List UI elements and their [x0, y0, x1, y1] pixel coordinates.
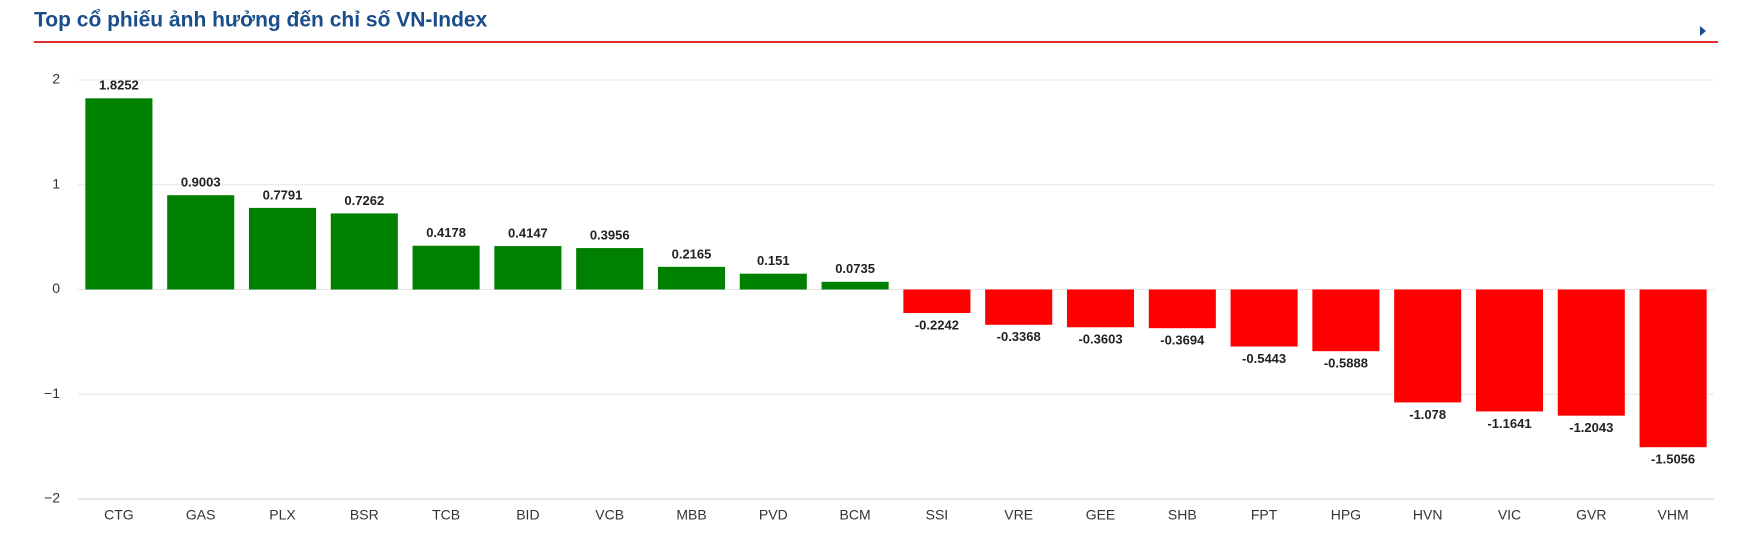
- bar: [167, 195, 235, 290]
- x-tick-label: VHM: [1658, 507, 1689, 523]
- x-tick-label: GEE: [1086, 507, 1116, 523]
- x-tick-label: BCM: [840, 507, 871, 523]
- x-tick-label: MBB: [676, 507, 706, 523]
- x-tick-label: BSR: [350, 507, 379, 523]
- value-label: -0.5443: [1242, 351, 1286, 366]
- value-label: 0.4147: [508, 225, 548, 240]
- value-label: 0.4178: [426, 225, 466, 240]
- y-tick-label: −1: [44, 385, 60, 401]
- y-tick-label: 0: [52, 280, 60, 296]
- bar: [1475, 289, 1544, 412]
- value-label: -1.1641: [1487, 416, 1531, 431]
- value-label: 1.8252: [99, 78, 139, 93]
- x-tick-label: GVR: [1576, 507, 1606, 523]
- value-label: 0.9003: [181, 175, 221, 190]
- x-tick-label: SHB: [1168, 507, 1197, 523]
- value-label: -0.2242: [915, 317, 959, 332]
- bar: [330, 213, 398, 290]
- x-tick-label: BID: [516, 507, 539, 523]
- value-label: 0.2165: [672, 246, 712, 261]
- x-tick-label: VRE: [1004, 507, 1033, 523]
- bar: [657, 266, 726, 290]
- x-tick-label: SSI: [926, 507, 949, 523]
- x-tick-label: FPT: [1251, 507, 1278, 523]
- more-arrow[interactable]: [1700, 26, 1706, 36]
- x-tick-label: VIC: [1498, 507, 1521, 523]
- x-tick-label: HPG: [1331, 507, 1361, 523]
- x-tick-label: GAS: [186, 507, 216, 523]
- bar: [576, 248, 644, 290]
- value-label: 0.0735: [835, 261, 875, 276]
- bar: [1394, 289, 1462, 403]
- bar: [494, 246, 562, 290]
- x-tick-label: PLX: [269, 507, 296, 523]
- x-tick-label: VCB: [595, 507, 624, 523]
- bar: [1312, 289, 1380, 352]
- value-label: -1.5056: [1651, 452, 1695, 467]
- bar: [1230, 289, 1298, 347]
- value-label: 0.151: [757, 253, 790, 268]
- bar: [1557, 289, 1625, 416]
- bar: [903, 289, 971, 313]
- value-label: 0.7262: [344, 193, 384, 208]
- bar: [412, 245, 480, 290]
- value-label: -0.3603: [1078, 332, 1122, 347]
- bar: [1639, 289, 1707, 448]
- value-label: -1.2043: [1569, 420, 1613, 435]
- value-label: -0.3694: [1160, 333, 1205, 348]
- y-tick-label: 1: [52, 175, 60, 191]
- value-label: 0.3956: [590, 227, 630, 242]
- bar: [248, 207, 317, 290]
- bar: [985, 289, 1053, 325]
- bar: [1066, 289, 1135, 328]
- value-label: -1.078: [1409, 407, 1446, 422]
- value-label: 0.7791: [263, 187, 303, 202]
- bar: [739, 273, 807, 290]
- x-tick-label: TCB: [432, 507, 460, 523]
- value-label: -0.5888: [1324, 356, 1368, 371]
- value-label: -0.3368: [997, 329, 1041, 344]
- bar: [85, 98, 153, 290]
- x-tick-label: HVN: [1413, 507, 1443, 523]
- bar: [821, 281, 889, 290]
- x-tick-label: PVD: [759, 507, 788, 523]
- x-tick-label: CTG: [104, 507, 134, 523]
- y-tick-label: 2: [52, 71, 60, 87]
- chart-title: Top cổ phiếu ảnh hưởng đến chỉ số VN-Ind…: [34, 9, 488, 32]
- y-tick-label: −2: [44, 490, 60, 506]
- bar: [1148, 289, 1216, 329]
